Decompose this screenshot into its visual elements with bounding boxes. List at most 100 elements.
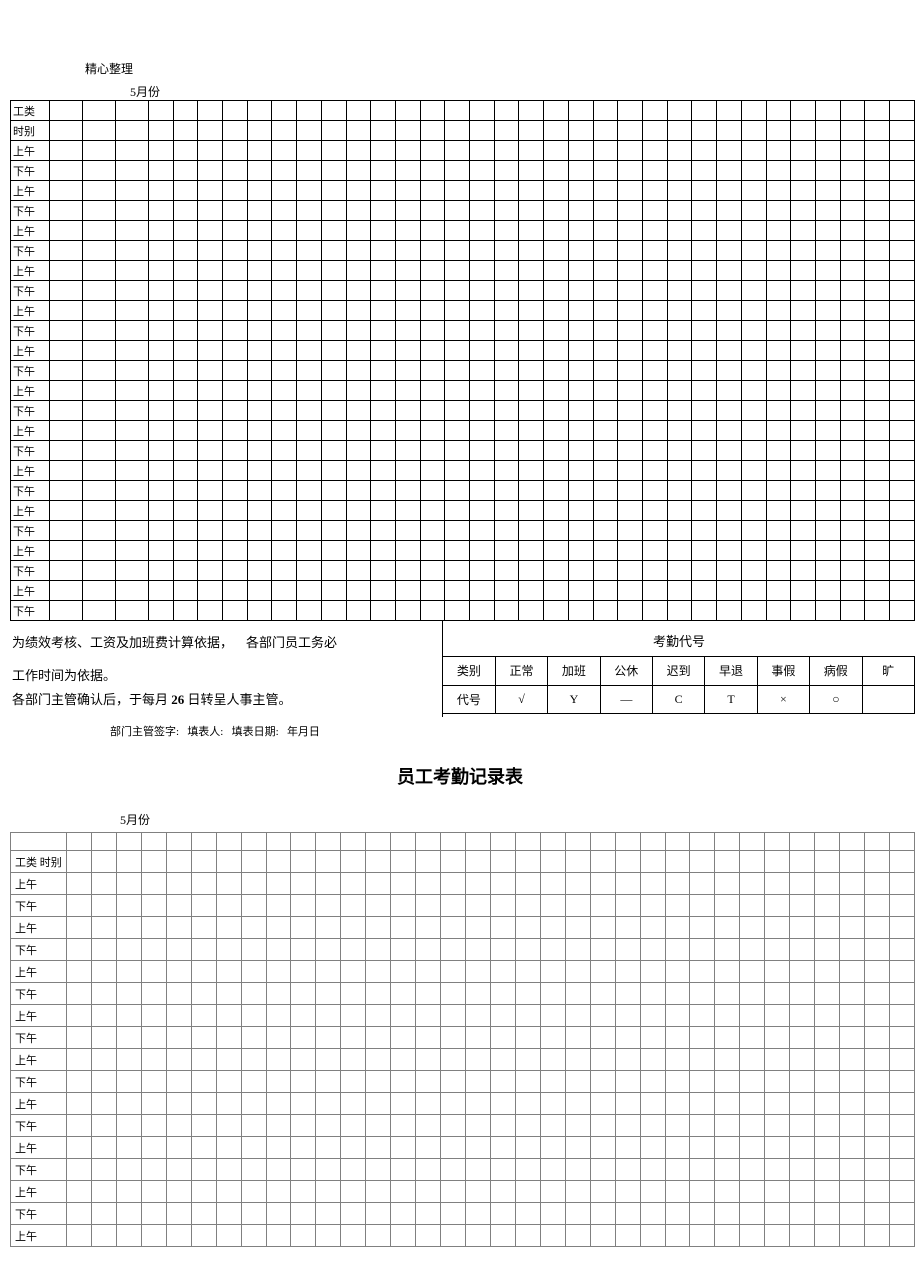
grid1-cell [815,341,840,361]
grid2-cell [840,1159,865,1181]
grid2-cell [416,1115,441,1137]
grid1-cell [346,541,371,561]
grid2-cell [91,851,116,873]
grid2-cell [141,833,166,851]
grid1-cell [83,381,116,401]
grid1-cell [890,501,915,521]
grid2-cell [490,1225,515,1247]
grid1-cell [223,561,248,581]
grid2-cell [166,1203,191,1225]
grid2-cell [67,1071,92,1093]
grid1-cell [395,301,420,321]
grid1-cell [643,181,668,201]
grid1-cell [494,521,519,541]
grid1-cell [247,281,272,301]
grid1-cell [741,461,766,481]
grid2-cell [391,1203,416,1225]
grid2-cell [416,983,441,1005]
grid2-cell [840,1137,865,1159]
grid1-cell [643,481,668,501]
grid1-cell [815,181,840,201]
grid1-cell [717,141,742,161]
grid2-cell [515,1093,540,1115]
grid1-cell [717,581,742,601]
grid2-cell [291,917,316,939]
grid1-cell [223,281,248,301]
grid1-cell [148,181,173,201]
grid1-cell [741,301,766,321]
grid1-cell [568,241,593,261]
grid2-cell [316,1115,341,1137]
grid2-cell [765,1005,790,1027]
grid2-cell [590,1137,615,1159]
grid1-cell [815,481,840,501]
grid2-cell [166,917,191,939]
grid2-cell [765,939,790,961]
grid1-cell [116,441,149,461]
grid2-cell [740,939,765,961]
grid1-cell [692,441,717,461]
grid1-cell [198,141,223,161]
grid1-cell [148,381,173,401]
grid1-cell [667,441,692,461]
grid2-cell [665,1049,690,1071]
grid1-cell [148,521,173,541]
grid2-cell [640,1115,665,1137]
grid1-cell [544,581,569,601]
grid1-cell [692,381,717,401]
grid2-cell [441,983,466,1005]
grid1-cell [593,601,618,621]
grid1-cell [50,181,83,201]
grid1-cell [766,561,791,581]
grid2-cell [266,1159,291,1181]
grid1-cell [470,281,495,301]
grid1-cell [116,601,149,621]
grid2-cell [416,895,441,917]
grid2-cell [889,873,914,895]
grid1-cell [83,561,116,581]
grid1-cell [494,601,519,621]
grid2-cell [740,917,765,939]
attendance-grid-1: 工类时别上午下午上午下午上午下午上午下午上午下午上午下午上午下午上午下午上午下午… [10,100,915,621]
grid1-cell [766,421,791,441]
grid1-cell [643,201,668,221]
grid2-cell [241,1093,266,1115]
grid1-row-label: 上午 [11,261,50,281]
grid1-cell [297,601,322,621]
grid2-cell [91,1115,116,1137]
grid1-cell [297,521,322,541]
grid1-cell [198,121,223,141]
grid1-cell [173,581,198,601]
grid2-cell [366,961,391,983]
grid2-cell [91,917,116,939]
grid1-cell [643,521,668,541]
grid1-cell [371,341,396,361]
grid1-cell [148,601,173,621]
grid1-cell [50,481,83,501]
grid2-cell [690,983,715,1005]
grid2-cell [466,961,491,983]
grid1-cell [643,561,668,581]
grid1-cell [519,421,544,441]
grid2-cell [690,1005,715,1027]
grid1-cell [371,241,396,261]
grid2-cell [391,961,416,983]
grid1-cell [667,461,692,481]
grid2-cell [316,1093,341,1115]
grid2-cell [840,939,865,961]
attendance-grid-2: 工类 时别上午下午上午下午上午下午上午下午上午下午上午下午上午下午上午下午上午 [10,832,915,1247]
legend-category: 公休 [600,657,652,685]
grid1-cell [83,301,116,321]
grid1-cell [544,541,569,561]
grid1-cell [791,421,816,441]
grid1-cell [272,601,297,621]
grid2-cell [241,1115,266,1137]
grid2-cell [341,1093,366,1115]
grid1-cell [692,541,717,561]
grid2-cell [815,833,840,851]
grid2-cell [615,917,640,939]
grid2-cell [615,1115,640,1137]
grid1-cell [395,541,420,561]
grid1-cell [692,161,717,181]
grid2-cell [366,1027,391,1049]
